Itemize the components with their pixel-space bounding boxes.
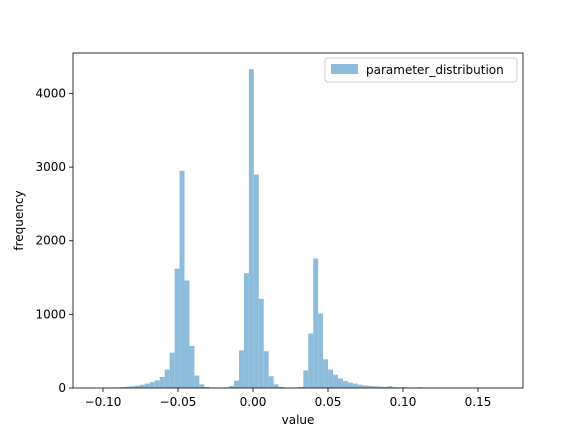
histogram-bar	[199, 384, 205, 388]
y-axis-ticks: 0 1000 2000 3000 4000	[35, 86, 73, 395]
plot-area	[73, 53, 523, 388]
histogram-bar	[298, 386, 304, 388]
histogram-bar	[159, 376, 165, 388]
legend: parameter_distribution	[324, 57, 518, 83]
x-tick-label: −0.10	[85, 395, 122, 409]
histogram-bar	[367, 385, 373, 388]
histogram-bar	[253, 174, 259, 388]
histogram-bar	[234, 380, 239, 388]
histogram-bar	[130, 386, 136, 388]
histogram-bar	[342, 381, 348, 388]
histogram-bar	[229, 386, 235, 388]
legend-label: parameter_distribution	[366, 63, 504, 77]
y-tick-label: 3000	[35, 160, 66, 174]
histogram-bar	[139, 384, 145, 388]
histogram-bar	[243, 273, 249, 388]
histogram-bar	[238, 350, 244, 388]
histogram-bar	[149, 382, 155, 388]
histogram-bar	[278, 386, 284, 388]
histogram-bar	[357, 384, 363, 388]
histogram-bar	[328, 369, 334, 388]
x-axis-ticks: −0.10 −0.05 0.00 0.05 0.10 0.15	[85, 388, 492, 409]
x-axis-label: value	[282, 413, 315, 427]
histogram-bar	[318, 313, 324, 388]
histogram-bar	[323, 359, 329, 388]
histogram-bar	[189, 346, 195, 388]
histogram-bar	[372, 386, 378, 388]
histogram-bar	[184, 280, 190, 388]
histogram-bar	[154, 380, 160, 388]
histogram-bar	[352, 383, 358, 388]
histogram-bar	[194, 375, 200, 388]
x-tick-label: 0.00	[240, 395, 267, 409]
x-tick-label: 0.05	[315, 395, 342, 409]
histogram-bar	[308, 333, 314, 388]
y-axis-label: frequency	[12, 190, 26, 250]
bars-group	[110, 69, 492, 388]
histogram-bar	[144, 383, 150, 388]
histogram-bar	[387, 386, 393, 388]
histogram-bar	[258, 298, 264, 388]
histogram-bar	[337, 378, 343, 388]
legend-box	[324, 57, 518, 83]
plot-frame	[72, 52, 524, 389]
histogram-bar	[174, 268, 180, 388]
y-tick-label: 2000	[35, 234, 66, 248]
histogram-bar	[273, 384, 279, 388]
legend-swatch	[331, 64, 358, 74]
histogram-bar	[362, 385, 368, 388]
histogram-bar	[313, 258, 319, 388]
histogram-bar	[135, 385, 140, 388]
x-tick-label: −0.05	[160, 395, 197, 409]
histogram-bar	[248, 69, 254, 388]
y-tick-label: 1000	[35, 307, 66, 321]
histogram-bar	[263, 351, 269, 388]
y-tick-label: 4000	[35, 86, 66, 100]
histogram-bar	[179, 170, 185, 388]
histogram-bar	[169, 352, 175, 388]
histogram-bar	[347, 382, 353, 388]
x-tick-label: 0.10	[390, 395, 417, 409]
histogram-bar	[120, 387, 126, 388]
histogram-bar	[164, 369, 170, 388]
histogram-bar	[333, 374, 338, 388]
histogram-bar	[204, 386, 210, 388]
histogram-bar	[268, 376, 274, 388]
histogram-bar	[125, 386, 131, 388]
histogram-bar	[303, 370, 309, 388]
histogram-bar	[382, 386, 388, 388]
x-tick-label: 0.15	[465, 395, 492, 409]
histogram-bar	[402, 387, 408, 388]
histogram-bar	[377, 386, 383, 388]
y-tick-label: 0	[58, 381, 66, 395]
